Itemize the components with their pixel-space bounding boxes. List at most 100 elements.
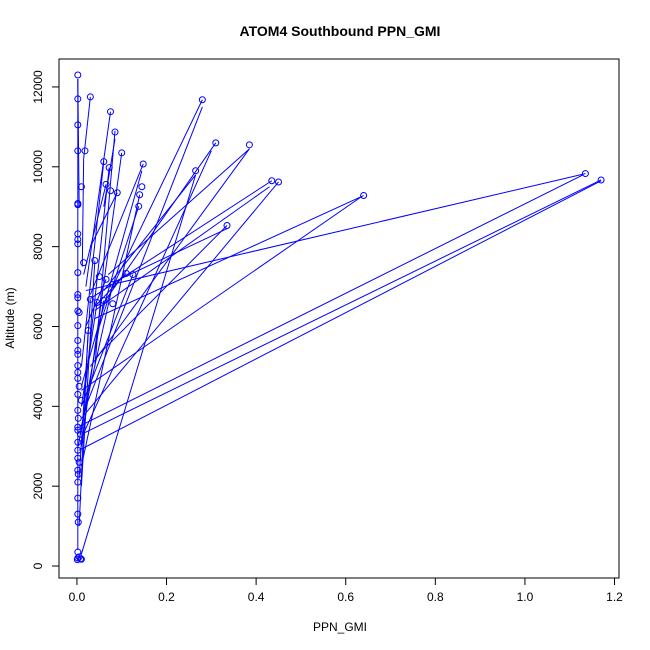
data-point-30 (223, 221, 231, 229)
data-point-13 (139, 160, 147, 168)
data-point-26 (360, 192, 368, 200)
series-line-26 (78, 174, 584, 427)
data-point-42 (74, 291, 82, 299)
data-point-39 (95, 273, 103, 281)
y-tick-label-5: 10000 (31, 150, 45, 184)
series-line-37 (89, 192, 118, 247)
series-line-18 (80, 161, 105, 367)
data-point-2 (86, 93, 94, 101)
data-point-25 (136, 191, 144, 199)
data-point-68 (74, 454, 82, 462)
data-point-6 (111, 128, 119, 136)
data-point-0 (74, 71, 82, 79)
data-point-14 (105, 164, 113, 172)
series-line-31 (80, 194, 141, 467)
data-point-7 (212, 139, 220, 147)
data-point-29 (135, 202, 143, 210)
series-line-40 (80, 302, 98, 407)
data-point-58 (75, 382, 83, 390)
data-point-18 (268, 177, 276, 185)
data-point-16 (581, 170, 589, 178)
data-point-17 (597, 176, 605, 184)
series-points (73, 71, 605, 564)
data-point-66 (74, 438, 82, 446)
series-line-7 (112, 99, 203, 287)
y-axis: 0 2000 4000 6000 8000 10000 12000 (31, 70, 60, 569)
series-line-3 (81, 158, 85, 267)
y-tick-label-3: 6000 (31, 313, 45, 340)
data-point-80 (77, 555, 85, 563)
data-point-3 (107, 108, 115, 116)
series-line-22 (94, 186, 270, 311)
data-point-46 (93, 299, 101, 307)
data-point-19 (275, 178, 283, 186)
data-point-34 (91, 257, 99, 265)
data-point-5 (74, 121, 82, 129)
data-point-81 (73, 556, 81, 564)
data-point-20 (102, 180, 110, 188)
series-line-8 (85, 106, 203, 407)
y-tick-label-6: 12000 (31, 70, 45, 104)
y-axis-label: Altitude (m) (3, 287, 17, 348)
series-line-2 (83, 96, 91, 159)
data-point-52 (74, 336, 82, 344)
series-line-41 (78, 299, 91, 479)
y-tick-label-4: 8000 (31, 233, 45, 260)
series-line-4 (85, 111, 112, 287)
data-point-44 (86, 295, 94, 303)
series-line-11 (107, 148, 250, 275)
data-point-12 (100, 158, 108, 166)
data-point-10 (81, 147, 89, 155)
y-tick-label-2: 4000 (31, 393, 45, 420)
data-point-57 (74, 374, 82, 382)
data-point-60 (77, 396, 85, 404)
data-point-65 (77, 430, 85, 438)
data-point-24 (113, 189, 121, 197)
data-point-53 (74, 346, 82, 354)
series-line-32 (98, 206, 140, 327)
data-point-23 (107, 187, 115, 195)
data-point-48 (74, 307, 82, 315)
data-point-1 (74, 95, 82, 103)
data-point-33 (74, 240, 82, 248)
series-line-29 (94, 225, 228, 359)
plot-frame (58, 58, 620, 579)
data-point-70 (74, 466, 82, 474)
data-point-22 (138, 183, 146, 191)
data-point-21 (77, 183, 85, 191)
series-line-27 (81, 179, 602, 435)
series-line-21 (81, 181, 279, 419)
data-point-62 (74, 414, 82, 422)
data-point-59 (74, 390, 82, 398)
series-line-16 (80, 170, 143, 387)
data-point-43 (74, 294, 82, 302)
data-point-67 (74, 446, 82, 454)
y-tick-label-1: 2000 (31, 473, 45, 500)
x-tick-label-2: 0.4 (248, 590, 265, 604)
data-point-51 (84, 326, 92, 334)
series-line-28 (78, 180, 602, 451)
data-point-28 (74, 201, 82, 209)
series-lines (77, 78, 602, 555)
data-point-50 (74, 322, 82, 330)
data-point-15 (192, 167, 200, 175)
series-line-25 (85, 173, 586, 292)
y-tick-label-0: 0 (31, 562, 45, 569)
x-tick-label-6: 1.2 (606, 590, 623, 604)
x-tick-label-0: 0.0 (69, 590, 86, 604)
data-point-4 (198, 96, 206, 104)
series-line-43 (77, 300, 105, 447)
data-point-69 (75, 458, 83, 466)
data-point-61 (74, 406, 82, 414)
data-point-55 (74, 362, 82, 370)
x-tick-label-1: 0.2 (158, 590, 175, 604)
series-line-38 (80, 284, 114, 427)
series-line-42 (78, 330, 89, 527)
x-tick-label-4: 0.8 (427, 590, 444, 604)
series-line-30 (112, 228, 228, 284)
data-point-73 (74, 494, 82, 502)
data-point-9 (74, 147, 82, 155)
data-point-32 (74, 235, 82, 243)
series-line-14 (103, 174, 197, 291)
